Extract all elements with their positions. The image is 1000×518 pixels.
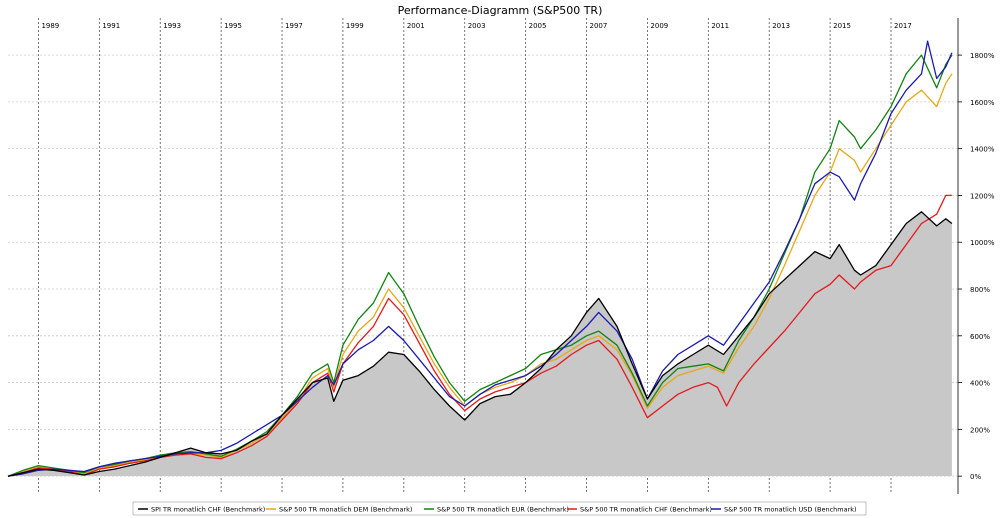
x-tick-label: 2011 bbox=[711, 22, 729, 30]
fill-layer bbox=[8, 211, 952, 477]
x-tick-label: 1999 bbox=[346, 22, 364, 30]
y-tick-label: 1000% bbox=[970, 239, 995, 247]
y-tick-label: 1400% bbox=[970, 146, 995, 154]
series-line bbox=[7, 194, 952, 477]
x-tick-label: 2001 bbox=[407, 22, 425, 30]
x-tick-label: 1991 bbox=[102, 22, 120, 30]
x-tick-label: 1989 bbox=[41, 22, 59, 30]
x-tick-label: 1993 bbox=[163, 22, 181, 30]
y-tick-label: 1200% bbox=[970, 192, 995, 200]
y-tick-label: 1800% bbox=[970, 52, 995, 60]
x-axis: 1989 1991 1993 1995 1997 1999 2001 2003 2005 2007… bbox=[41, 22, 911, 30]
x-tick-label: 1995 bbox=[224, 22, 242, 30]
x-tick-label: 2015 bbox=[833, 22, 851, 30]
legend-label: S&P 500 TR monatlich CHF (Benchmark) bbox=[580, 506, 712, 514]
legend-label: SPI TR monatlich CHF (Benchmark) bbox=[151, 506, 265, 514]
y-tick-label: 0% bbox=[970, 473, 981, 481]
x-tick-label: 2017 bbox=[894, 22, 912, 30]
y-tick-label: 600% bbox=[970, 333, 990, 341]
legend-label: S&P 500 TR monatlich DEM (Benchmark) bbox=[279, 506, 412, 514]
chart-title: Performance-Diagramm (S&P500 TR) bbox=[398, 4, 603, 17]
y-tick-label: 400% bbox=[970, 380, 990, 388]
x-tick-label: 2013 bbox=[772, 22, 790, 30]
legend: SPI TR monatlich CHF (Benchmark) S&P 500 … bbox=[132, 501, 867, 516]
y-tick-label: 800% bbox=[970, 286, 990, 294]
x-tick-label: 2007 bbox=[590, 22, 608, 30]
series-line bbox=[7, 211, 953, 477]
legend-label: S&P 500 TR monatlich EUR (Benchmark) bbox=[437, 506, 569, 514]
series-line bbox=[7, 40, 953, 477]
x-tick-label: 2003 bbox=[468, 22, 486, 30]
y-tick-label: 200% bbox=[970, 426, 990, 434]
legend-box bbox=[132, 501, 867, 516]
legend-label: S&P 500 TR monatlich USD (Benchmark) bbox=[724, 506, 857, 514]
x-tick-label: 2009 bbox=[650, 22, 668, 30]
x-tick-label: 2005 bbox=[529, 22, 547, 30]
x-tick-label: 1997 bbox=[285, 22, 303, 30]
lines-layer bbox=[7, 40, 953, 477]
y-axis: 0% 200% 400% 600% 800% 1000% 1200% 1400% 1600% 18… bbox=[957, 18, 995, 494]
y-tick-label: 1600% bbox=[970, 99, 995, 107]
series-area-fill bbox=[8, 211, 952, 477]
